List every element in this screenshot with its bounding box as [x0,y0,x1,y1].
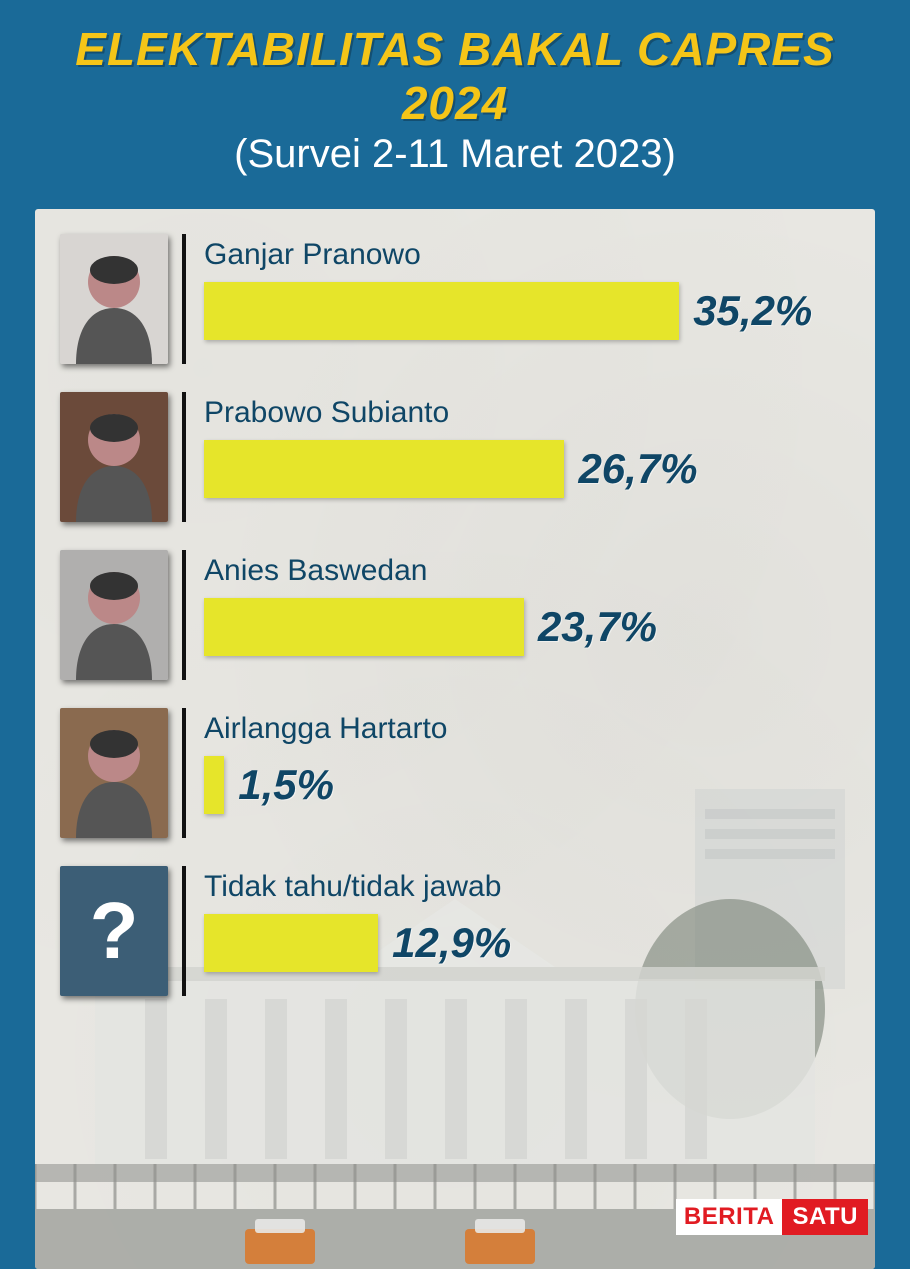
page-subtitle: (Survei 2-11 Maret 2023) [30,132,880,177]
footer-brand-logo: BERITA SATU [676,1199,868,1235]
candidate-name: Tidak tahu/tidak jawab [204,870,850,904]
chart-row: Ganjar Pranowo 35,2% [60,234,850,364]
bar-line: 23,7% [204,598,850,656]
bar-block: Airlangga Hartarto 1,5% [186,708,850,814]
percentage-label: 35,2% [693,287,812,335]
page-title: ELEKTABILITAS BAKAL CAPRES 2024 [30,22,880,130]
bar-block: Ganjar Pranowo 35,2% [186,234,850,340]
chart-row: Airlangga Hartarto 1,5% [60,708,850,838]
portrait-photo [60,550,168,680]
bar-line: 12,9% [204,914,850,972]
candidate-name: Anies Baswedan [204,554,850,588]
footer-brand-left: BERITA [676,1199,783,1235]
chart-row: Anies Baswedan 23,7% [60,550,850,680]
bar [204,598,524,656]
bar [204,282,679,340]
bar-line: 1,5% [204,756,850,814]
percentage-label: 12,9% [392,919,511,967]
portrait-photo [60,234,168,364]
percentage-label: 26,7% [578,445,697,493]
bar-line: 26,7% [204,440,850,498]
bar [204,756,224,814]
header: ELEKTABILITAS BAKAL CAPRES 2024 (Survei … [0,0,910,189]
percentage-label: 1,5% [238,761,334,809]
chart-row: Prabowo Subianto 26,7% [60,392,850,522]
bar [204,440,564,498]
candidate-name: Prabowo Subianto [204,396,850,430]
portrait-photo [60,392,168,522]
bar-line: 35,2% [204,282,850,340]
candidate-name: Ganjar Pranowo [204,238,850,272]
bar [204,914,378,972]
bar-block: Anies Baswedan 23,7% [186,550,850,656]
chart-area: Ganjar Pranowo 35,2% Prabowo Subianto 26,7… [35,209,875,1269]
footer-brand-right: SATU [782,1199,868,1235]
portrait-question-icon: ? [60,866,168,996]
bar-block: Tidak tahu/tidak jawab 12,9% [186,866,850,972]
candidate-name: Airlangga Hartarto [204,712,850,746]
portrait-photo [60,708,168,838]
bar-block: Prabowo Subianto 26,7% [186,392,850,498]
chart-row: ? Tidak tahu/tidak jawab 12,9% [60,866,850,996]
chart-rows: Ganjar Pranowo 35,2% Prabowo Subianto 26,7… [60,234,850,1024]
percentage-label: 23,7% [538,603,657,651]
